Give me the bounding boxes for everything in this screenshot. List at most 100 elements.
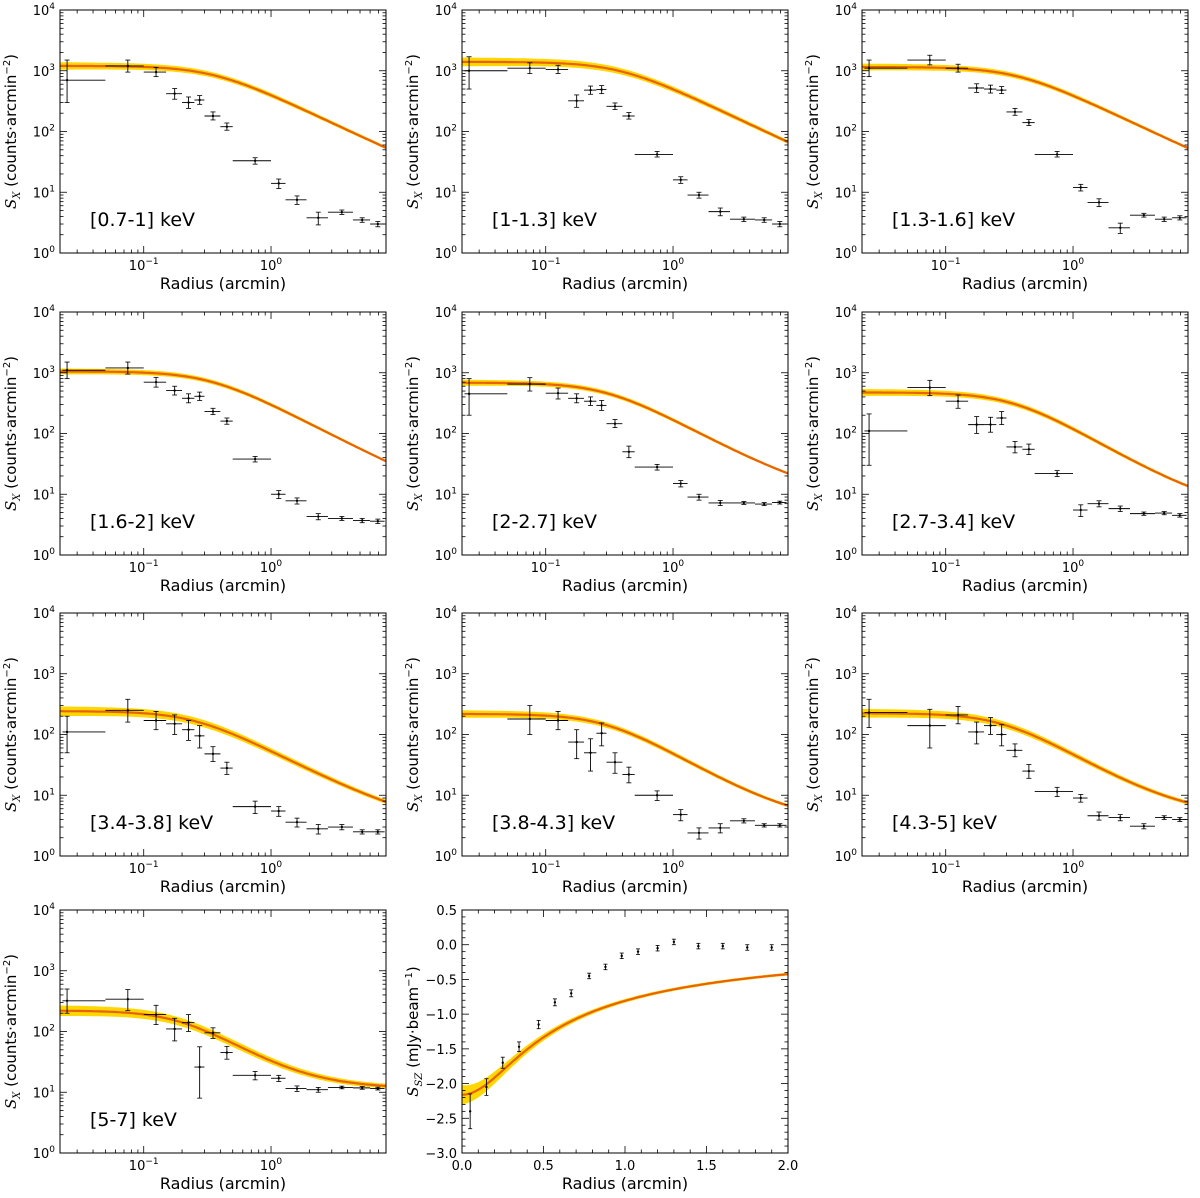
data-point [500, 1056, 505, 1069]
point-marker [679, 482, 682, 485]
data-point [945, 63, 969, 73]
data-point [166, 88, 183, 100]
confidence-band [862, 63, 1188, 150]
y-tick-label: 104 [435, 304, 458, 321]
model-curve [462, 381, 788, 475]
point-marker [295, 1087, 299, 1090]
y-tick-label: 100 [835, 245, 858, 262]
point-marker [956, 713, 960, 717]
data-point [1172, 215, 1187, 221]
data-point [1108, 505, 1130, 512]
energy-band-label: [2-2.7] keV [492, 511, 597, 533]
point-marker [575, 99, 578, 103]
point-marker [225, 766, 229, 770]
point-marker [956, 400, 960, 403]
point-marker [867, 67, 871, 70]
confidence-band [462, 972, 788, 1105]
point-marker [485, 1085, 488, 1089]
data-point [327, 516, 353, 521]
point-marker [1027, 448, 1031, 451]
data-point [327, 1085, 353, 1090]
y-tick-label: 100 [835, 547, 858, 564]
point-marker [187, 1021, 190, 1024]
point-marker [928, 724, 932, 727]
x-tick-label: 1.0 [615, 1159, 636, 1174]
data-point [62, 715, 106, 754]
y-tick-label: 101 [835, 787, 857, 804]
x-tick-label: 10−1 [931, 559, 961, 576]
ticks [462, 311, 789, 556]
y-tick-label: 102 [33, 426, 55, 443]
point-marker [620, 954, 623, 958]
panel-5: 10−1 100 100 101 102 103 104 Radius (arcmin) SX … [404, 304, 789, 595]
y-tick-label: 100 [435, 245, 458, 262]
data-point [327, 824, 353, 831]
data-point [105, 989, 144, 1012]
energy-band-label: [5-7] keV [90, 1109, 177, 1131]
point-marker [742, 819, 746, 822]
point-marker [1079, 796, 1082, 800]
y-axis-label: SX (counts·arcmin−2) [2, 54, 23, 209]
ticks [862, 612, 1189, 857]
y-tick-label: 101 [435, 787, 457, 804]
x-axis-label: Radius (arcmin) [562, 274, 688, 293]
data-point [352, 518, 371, 524]
data-point [1006, 743, 1023, 758]
point-marker [467, 392, 471, 396]
point-marker [187, 397, 190, 400]
data-point [769, 944, 774, 951]
data-point [166, 1017, 183, 1042]
ticks [60, 612, 387, 857]
y-tick-label: 100 [33, 245, 56, 262]
data-point [996, 411, 1007, 426]
x-tick-label: 100 [260, 1157, 283, 1174]
panel-6: 10−1 100 100 101 102 103 104 Radius (arcmin) SX … [804, 304, 1189, 595]
model-curve [60, 64, 386, 149]
data-point [996, 724, 1007, 747]
point-marker [211, 114, 215, 118]
data-point [204, 1027, 221, 1039]
data-point [1172, 817, 1187, 822]
point-marker [65, 369, 69, 372]
point-marker [187, 101, 190, 104]
data-point [907, 54, 946, 66]
ticks [462, 9, 789, 254]
data-point [105, 361, 144, 375]
x-tick-label: 100 [1062, 257, 1085, 274]
y-tick-label: 103 [33, 666, 55, 683]
data-point [1154, 511, 1173, 516]
data-point [352, 217, 371, 223]
point-marker [154, 1013, 158, 1016]
x-tick-label: 100 [260, 559, 283, 576]
data-point [584, 738, 597, 772]
point-marker [295, 821, 299, 824]
point-marker [253, 457, 257, 461]
point-marker [1027, 121, 1031, 124]
y-tick-label: 104 [435, 605, 458, 622]
data-point [1034, 470, 1074, 478]
data-point [1022, 443, 1035, 455]
point-marker [277, 493, 280, 496]
ticks [461, 909, 789, 1154]
y-tick-label: −2.0 [425, 1078, 457, 1093]
y-tick-label: 104 [33, 304, 56, 321]
point-marker [1000, 733, 1003, 736]
point-marker [65, 999, 69, 1003]
point-marker [697, 831, 701, 835]
y-tick-label: −1.0 [425, 1008, 457, 1023]
y-tick-label: 101 [33, 486, 55, 503]
y-tick-label: 101 [835, 486, 857, 503]
y-tick-label: 104 [835, 605, 858, 622]
data-point [232, 800, 272, 814]
point-marker [340, 1086, 344, 1089]
y-tick-label: 100 [33, 1145, 56, 1162]
data-point [1172, 513, 1187, 518]
point-marker [501, 1061, 504, 1064]
data-point [507, 377, 546, 392]
data-point [285, 817, 307, 828]
x-axis-label: Radius (arcmin) [962, 274, 1088, 293]
x-axis-label: Radius (arcmin) [562, 877, 688, 896]
data-point [545, 387, 569, 400]
y-tick-label: −3.0 [425, 1147, 457, 1162]
